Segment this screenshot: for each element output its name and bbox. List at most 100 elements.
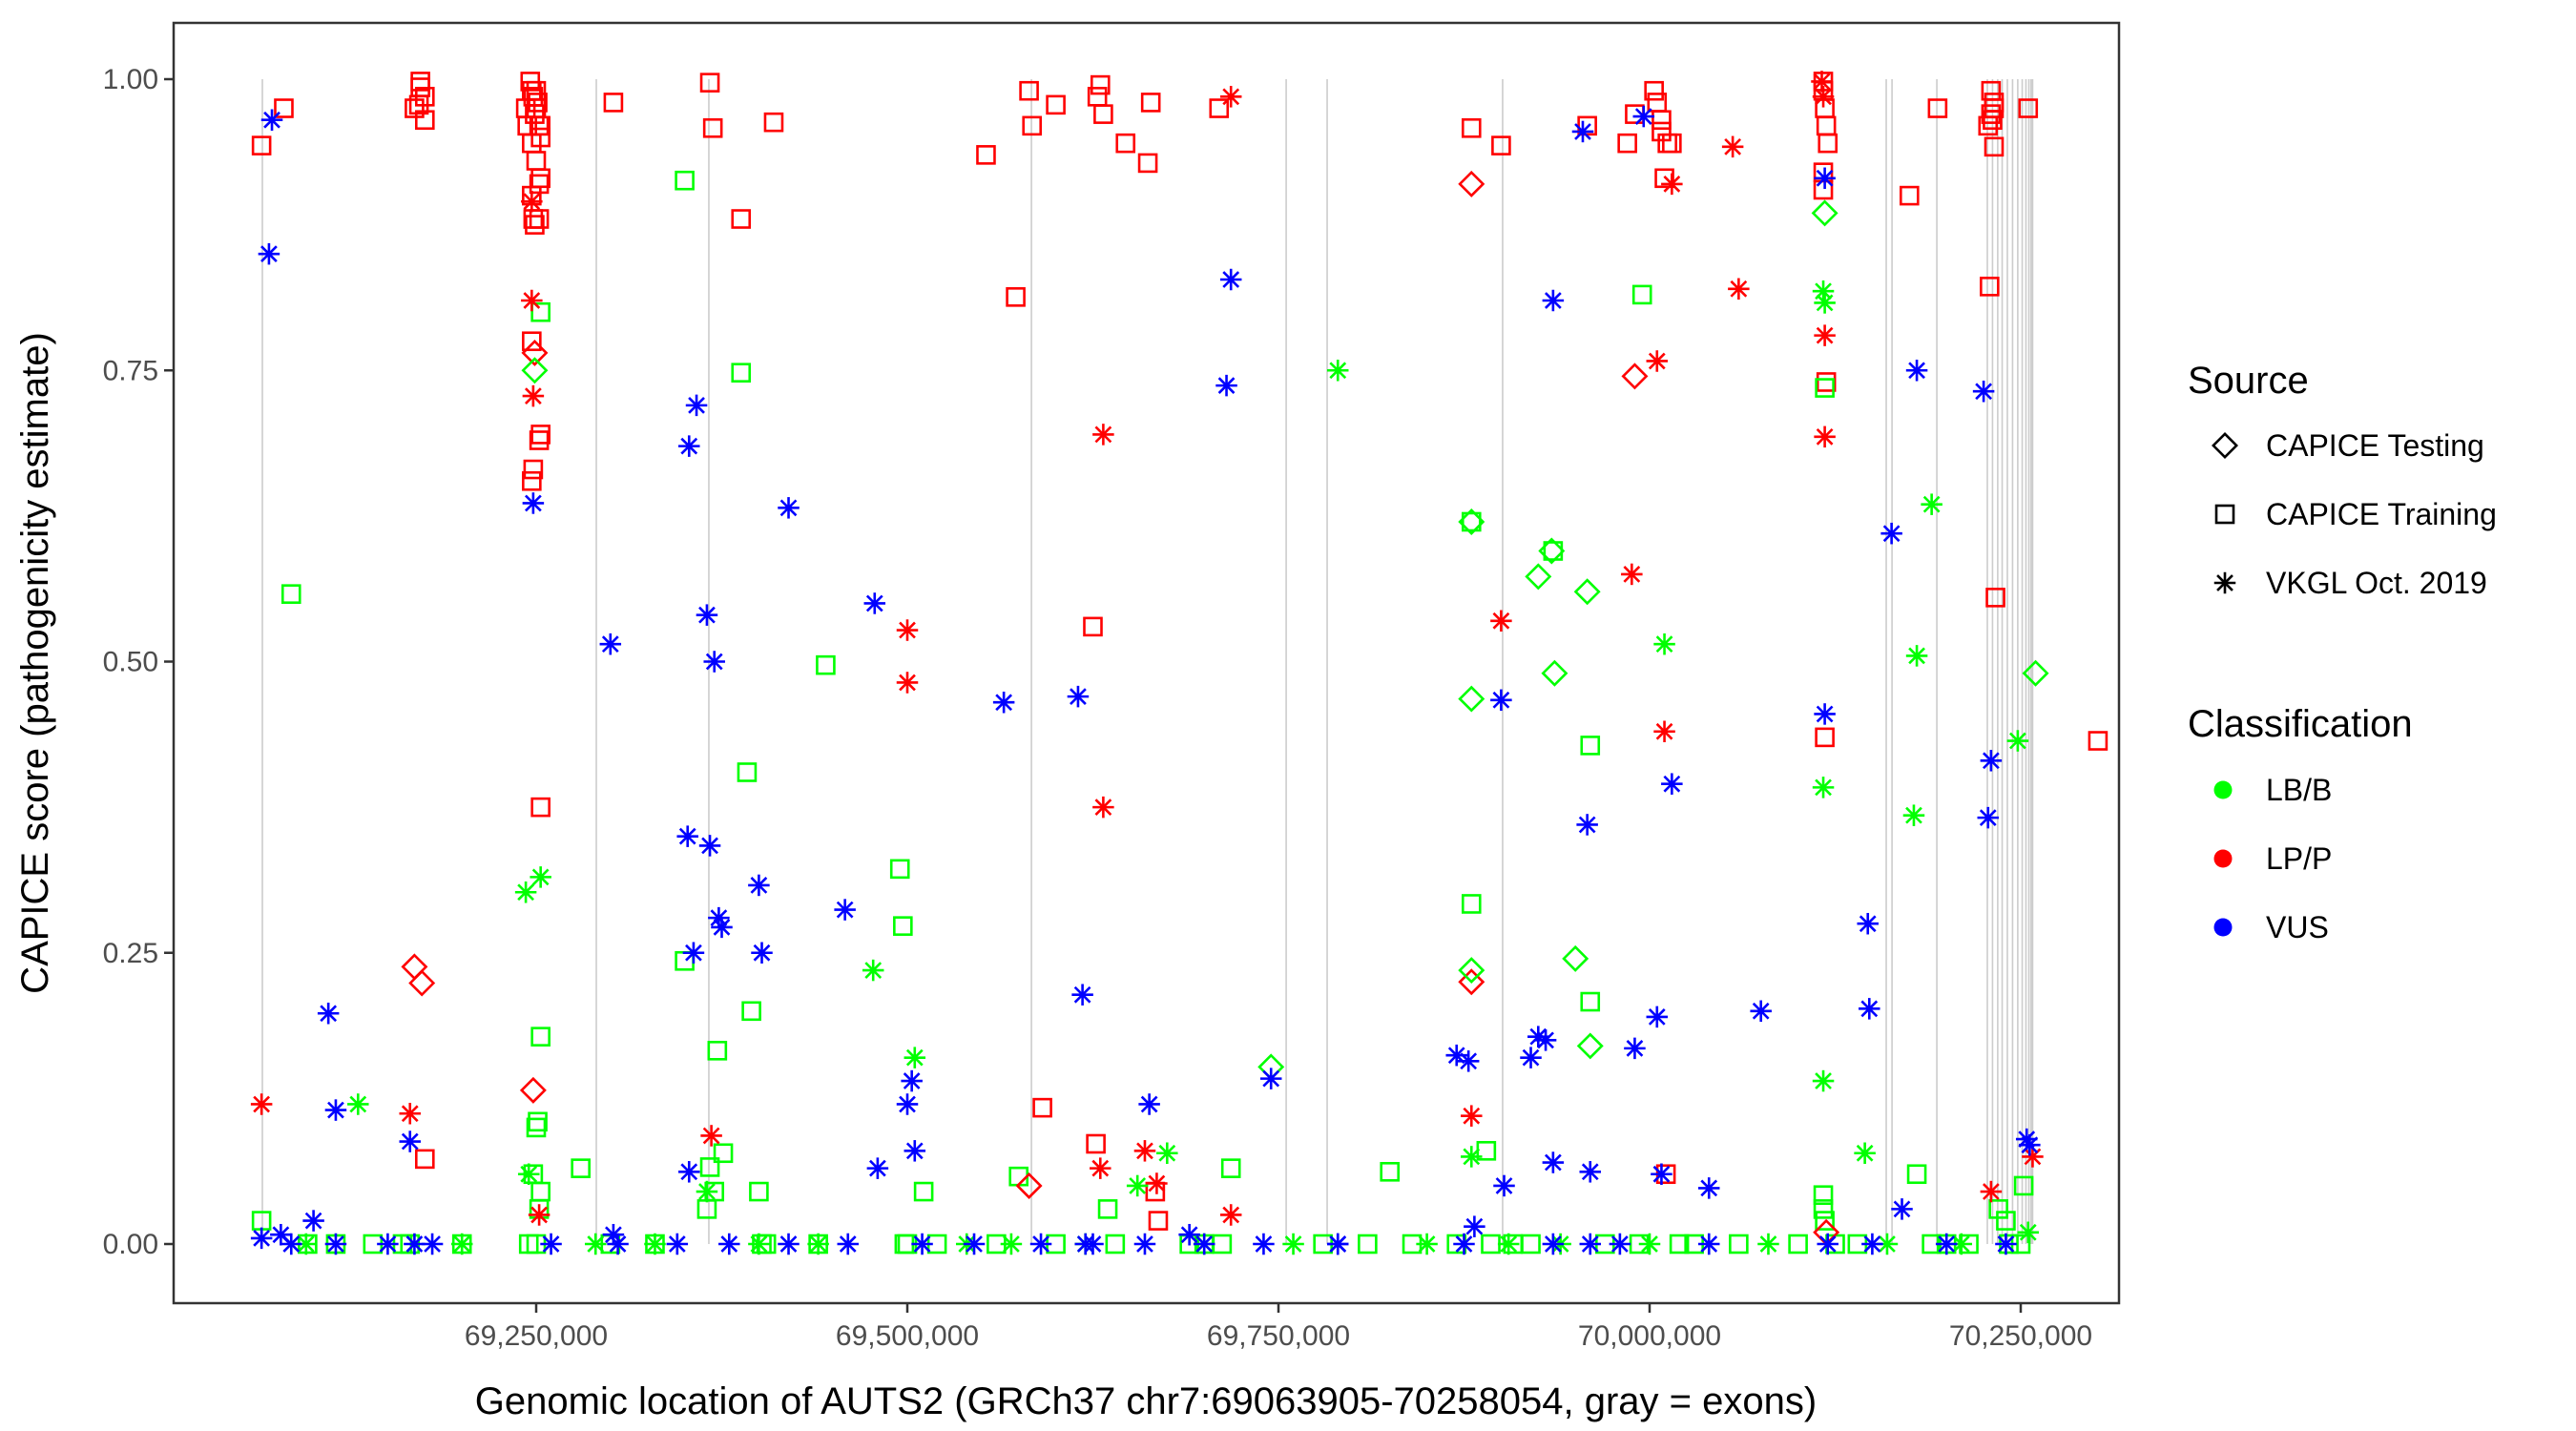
data-point (522, 331, 542, 352)
data-point (2018, 98, 2039, 118)
data-point (666, 1233, 689, 1255)
data-point (1006, 287, 1026, 307)
data-point (599, 633, 622, 655)
data-point (1126, 1174, 1149, 1197)
data-point (1090, 1157, 1111, 1179)
data-point (1812, 86, 1835, 108)
data-point (644, 1233, 666, 1255)
data-point (1458, 508, 1485, 535)
data-point (522, 470, 542, 491)
data-point (414, 87, 435, 107)
data-point (1458, 170, 1485, 197)
data-point (1032, 1097, 1052, 1118)
data-point (1458, 968, 1485, 996)
data-point (522, 492, 545, 514)
data-point (1859, 998, 1880, 1020)
legend-classification-label: LP/P (2266, 841, 2332, 876)
data-point (1015, 1172, 1043, 1199)
data-point (1905, 645, 1928, 667)
data-point (530, 1027, 551, 1047)
data-point (280, 1233, 302, 1255)
data-point (347, 1093, 369, 1115)
data-point (763, 112, 784, 133)
data-point (1542, 1233, 1565, 1255)
data-point (410, 72, 430, 92)
data-point (1900, 185, 1920, 206)
data-point (1358, 1234, 1378, 1255)
data-point (1579, 1161, 1602, 1183)
data-point (1632, 105, 1655, 128)
data-point (1576, 814, 1598, 836)
data-point (1115, 133, 1136, 154)
data-point (992, 691, 1015, 714)
data-point (521, 190, 543, 213)
data-point (1092, 424, 1114, 446)
legend-classification-key (2213, 849, 2233, 868)
data-point (528, 93, 548, 113)
data-point (1525, 563, 1552, 591)
data-point (2022, 659, 2049, 687)
data-point (1788, 1234, 1808, 1255)
x-axis: 69,250,000 69,500,000 69,750,000 70,000,000… (465, 1303, 2092, 1352)
data-point (1534, 1029, 1557, 1051)
data-point (1137, 153, 1158, 174)
data-point (1814, 167, 1836, 190)
data-point (904, 1047, 926, 1068)
data-point (1464, 1215, 1485, 1237)
data-point (1071, 984, 1093, 1006)
data-point (1653, 633, 1675, 655)
data-point (1046, 94, 1066, 115)
data-point (1815, 378, 1835, 398)
data-point (1921, 493, 1942, 515)
data-point (1490, 689, 1512, 712)
data-point (1259, 1068, 1282, 1089)
x-tick-label: 70,000,000 (1578, 1320, 1721, 1352)
data-point (1416, 1233, 1438, 1255)
legend-source-title: Source (2188, 360, 2309, 402)
data-point (1729, 1234, 1749, 1255)
data-point (913, 1181, 934, 1202)
data-point (707, 1041, 728, 1061)
data-point (1638, 1233, 1661, 1255)
data-point (1086, 1133, 1106, 1154)
data-point (377, 1233, 399, 1255)
y-tick-label: 0.00 (103, 1229, 158, 1260)
data-point (696, 1180, 718, 1203)
data-point (896, 672, 919, 694)
data-point (1814, 425, 1836, 448)
plot-panel-border (172, 21, 2121, 1305)
data-point (1972, 380, 1995, 403)
data-point (901, 1069, 923, 1092)
data-point (1697, 1233, 1720, 1255)
x-tick-label: 69,500,000 (836, 1320, 979, 1352)
data-point (408, 969, 436, 997)
x-axis-title: Genomic location of AUTS2 (GRCh37 chr7:6… (475, 1380, 1817, 1422)
data-point (1178, 1223, 1200, 1246)
data-point (405, 98, 425, 118)
data-point (1812, 1069, 1835, 1092)
data-point (529, 209, 550, 229)
data-point (1193, 1233, 1215, 1255)
data-point (1253, 1233, 1275, 1255)
data-point (904, 1140, 926, 1162)
data-point (571, 1158, 591, 1178)
data-point (2006, 730, 2029, 752)
legend-classification-label: LB/B (2266, 773, 2332, 807)
data-point (1220, 1158, 1241, 1178)
legend-source: Source CAPICE Testing CAPICE Training VKGL… (2188, 360, 2497, 600)
data-point (1580, 991, 1601, 1012)
data-point (731, 363, 752, 383)
data-point (834, 899, 856, 921)
data-point (893, 916, 913, 936)
data-point (1984, 136, 2005, 157)
data-point (540, 1233, 562, 1255)
data-point (1019, 80, 1039, 101)
data-point (2013, 1175, 2034, 1196)
data-point (302, 1210, 324, 1232)
data-point (280, 584, 301, 604)
data-point (421, 1233, 444, 1255)
data-point (528, 1111, 548, 1132)
data-point (700, 1125, 722, 1147)
data-point (399, 1102, 421, 1125)
data-point (519, 1076, 547, 1104)
